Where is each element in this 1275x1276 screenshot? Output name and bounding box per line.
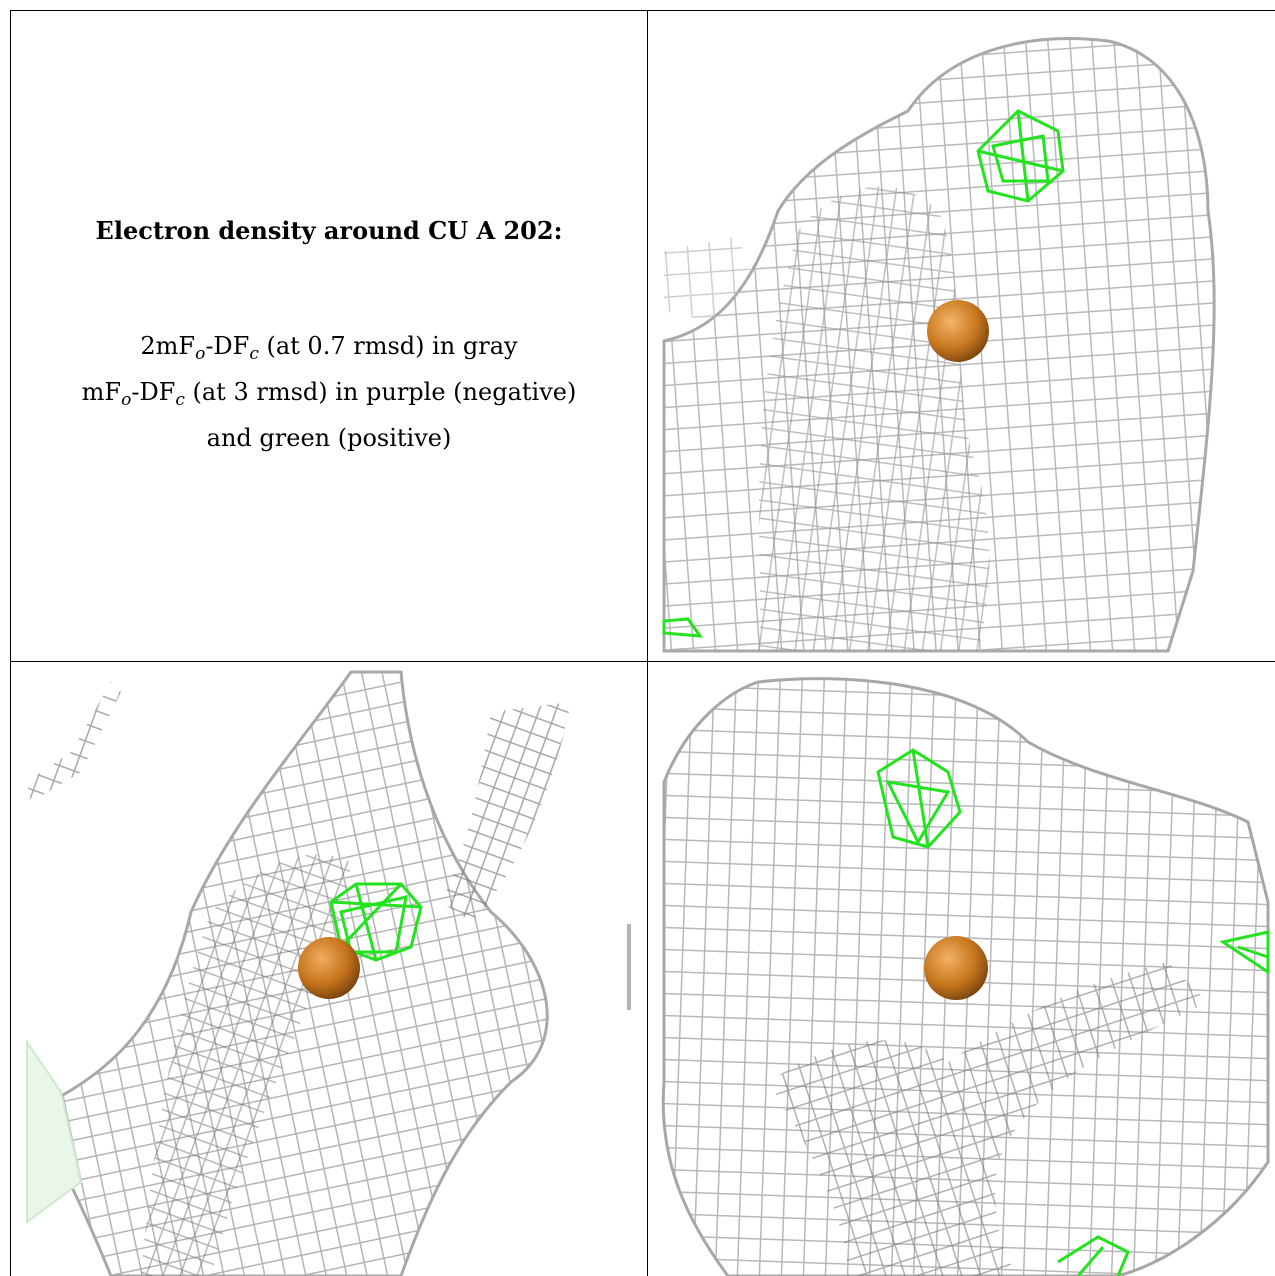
density-mesh-top-left [27,682,121,802]
diff-positive-fragment-right [1219,930,1270,975]
cu-atom [927,300,989,362]
legend-line-positive: and green (positive) [206,424,452,452]
density-mesh-faint-left [26,1038,83,1224]
cu-atom [298,937,360,999]
diff-positive-blob [329,882,423,962]
diff-positive-blob [876,748,962,849]
legend-line-2fofc: 2mFo-DFc (at 0.7 rmsd) in gray [140,332,518,364]
cu-atom [924,936,988,1000]
caption-panel: Electron density around CU A 202: 2mFo-D… [11,11,647,661]
divider-horizontal [10,661,1275,662]
diff-positive-fragment-bottom [1057,1235,1130,1276]
divider-vertical [647,10,648,1276]
diff-positive-fragment [662,617,704,638]
density-view-1 [648,11,1275,661]
density-mesh-edge-fragment [627,924,631,1010]
density-mesh-dark-channel [768,962,1208,1276]
density-mesh-dark-streak [141,854,351,1276]
diff-positive-blob [976,109,1065,203]
legend-line-fofc: mFo-DFc (at 3 rmsd) in purple (negative) [81,378,577,410]
density-mesh-left-arm [664,236,758,321]
density-mesh-2fofc-dark [758,186,990,651]
density-mesh-right-arm [441,702,571,922]
density-view-3 [648,662,1275,1276]
border-top [10,10,1275,11]
border-left [10,10,11,1276]
density-view-2 [11,662,647,1276]
legend: 2mFo-DFc (at 0.7 rmsd) in gray mFo-DFc (… [11,327,647,457]
figure-title: Electron density around CU A 202: [95,216,563,245]
